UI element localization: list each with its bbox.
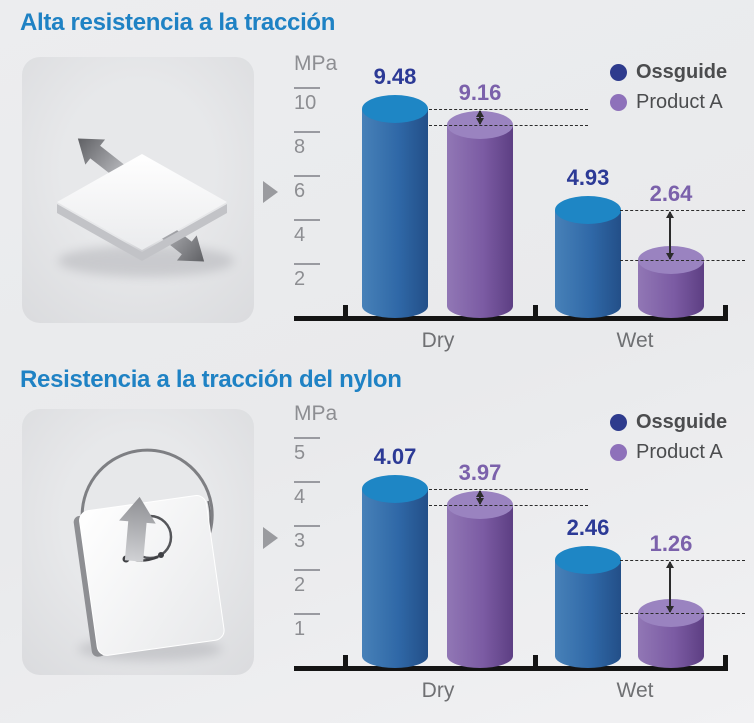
difference-guide-line	[429, 125, 588, 127]
y-tick-label: 6	[294, 180, 306, 202]
chart-nylon-tensile-strength: MPa 1 2 3 4 5 Dry 4.07 3.97 Wet 2.46 1.26 Ossguide Pr…	[290, 402, 754, 717]
legend-item-ossguide: Ossguide	[610, 409, 727, 435]
bar-body-ossguide-dry	[362, 488, 428, 668]
x-axis-tick	[723, 305, 728, 317]
y-tick-mark	[294, 613, 320, 615]
value-label-ossguide-dry: 4.07	[373, 443, 417, 469]
category-label-dry: Dry	[421, 329, 455, 352]
y-tick-mark	[294, 87, 320, 89]
x-axis-tick	[343, 655, 348, 667]
y-tick-label: 4	[294, 486, 306, 508]
category-label-wet: Wet	[616, 329, 654, 352]
bar-ossguide-wet	[555, 195, 621, 318]
right-pointer-icon	[263, 181, 278, 203]
difference-arrow	[666, 560, 674, 613]
y-tick-label: 4	[294, 224, 306, 246]
bar-product-a-dry	[447, 111, 513, 318]
value-label-product-a-dry: 9.16	[458, 80, 502, 106]
value-label-ossguide-dry: 9.48	[373, 64, 417, 90]
bar-ossguide-wet	[555, 545, 621, 668]
value-label-product-a-wet: 2.64	[649, 180, 693, 206]
difference-guide-line	[429, 109, 588, 111]
y-tick-label: 1	[294, 618, 306, 640]
membrane-plate-arrows-icon	[57, 138, 234, 277]
legend-label-ossguide: Ossguide	[636, 410, 728, 433]
value-label-ossguide-wet: 2.46	[566, 514, 610, 540]
difference-guide-line	[429, 504, 588, 506]
category-label-wet: Wet	[616, 679, 654, 702]
y-tick-mark	[294, 175, 320, 177]
value-label-product-a-dry: 3.97	[458, 459, 502, 485]
legend-label-ossguide: Ossguide	[636, 60, 728, 83]
difference-guide-line	[620, 209, 745, 211]
bar-body-ossguide-wet	[555, 209, 621, 318]
membrane-suture-loop-icon	[73, 448, 225, 661]
legend-dot-product-a	[610, 93, 627, 111]
bar-top-ossguide-dry	[362, 95, 428, 124]
bar-product-a-dry	[447, 490, 513, 668]
difference-arrow	[476, 110, 484, 126]
tensile-test-illustration	[22, 57, 254, 323]
legend-dot-ossguide	[610, 63, 627, 81]
legend-label-product-a: Product A	[636, 440, 723, 463]
difference-guide-line	[620, 259, 745, 261]
section-title-nylon: Resistencia a la tracción del nylon	[20, 366, 402, 393]
difference-guide-line	[429, 488, 588, 490]
y-tick-mark	[294, 263, 320, 265]
chart-legend: Ossguide Product A	[610, 409, 727, 469]
legend-item-product-a: Product A	[610, 439, 727, 465]
y-tick-mark	[294, 481, 320, 483]
legend-dot-ossguide	[610, 413, 627, 431]
section-title-tensile: Alta resistencia a la tracción	[20, 9, 336, 36]
suture-pullout-illustration	[22, 409, 254, 675]
y-tick-label: 10	[294, 92, 317, 114]
x-axis-tick	[343, 305, 348, 317]
y-tick-label: 3	[294, 530, 306, 552]
bar-body-ossguide-wet	[555, 559, 621, 668]
bar-top-ossguide-wet	[555, 195, 621, 224]
difference-arrow	[476, 489, 484, 505]
difference-guide-line	[620, 559, 745, 561]
value-label-ossguide-wet: 4.93	[566, 164, 610, 190]
legend-item-ossguide: Ossguide	[610, 59, 727, 85]
y-tick-label: 2	[294, 268, 306, 290]
difference-guide-line	[620, 612, 745, 614]
bar-body-product-a-dry	[447, 504, 513, 668]
chart-tensile-strength: MPa 2 4 6 8 10 Dry 9.48 9.16 Wet 4.93 2.64 Ossguide P…	[290, 52, 754, 367]
y-tick-mark	[294, 569, 320, 571]
bar-top-ossguide-wet	[555, 545, 621, 574]
right-pointer-icon	[263, 527, 278, 549]
x-axis-line	[294, 666, 728, 671]
legend-label-product-a: Product A	[636, 90, 723, 113]
category-label-dry: Dry	[421, 679, 455, 702]
y-tick-label: 2	[294, 574, 306, 596]
legend-dot-product-a	[610, 443, 627, 461]
bar-body-product-a-dry	[447, 125, 513, 318]
y-tick-mark	[294, 219, 320, 221]
bar-ossguide-dry	[362, 474, 428, 668]
y-tick-mark	[294, 437, 320, 439]
x-axis-tick	[533, 305, 538, 317]
value-label-product-a-wet: 1.26	[649, 530, 693, 556]
chart-legend: Ossguide Product A	[610, 59, 727, 119]
x-axis-tick	[723, 655, 728, 667]
bar-body-ossguide-dry	[362, 109, 428, 318]
x-axis-line	[294, 316, 728, 321]
y-tick-mark	[294, 131, 320, 133]
legend-item-product-a: Product A	[610, 89, 727, 115]
bar-top-ossguide-dry	[362, 474, 428, 503]
difference-arrow	[666, 210, 674, 261]
y-tick-mark	[294, 525, 320, 527]
y-tick-label: 8	[294, 136, 306, 158]
bar-ossguide-dry	[362, 95, 428, 318]
x-axis-tick	[533, 655, 538, 667]
y-axis-unit-label: MPa	[294, 402, 338, 425]
y-tick-label: 5	[294, 442, 306, 464]
y-axis-unit-label: MPa	[294, 52, 338, 75]
